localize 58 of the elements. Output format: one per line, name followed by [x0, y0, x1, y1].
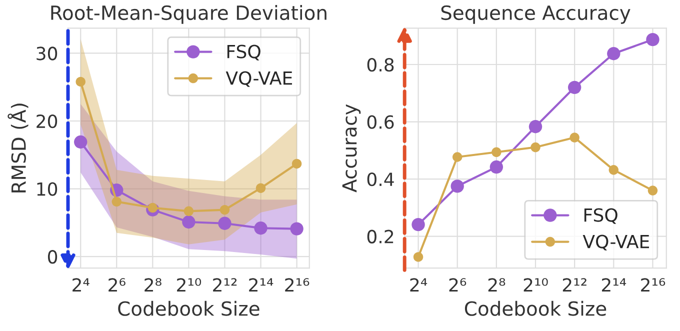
point — [452, 152, 462, 162]
point — [220, 204, 230, 215]
x-tick-label: 2⁸ — [488, 278, 506, 292]
point — [608, 165, 619, 175]
x-tick-label: 2⁴ — [410, 278, 428, 292]
y-tick-label: 0.6 — [367, 115, 394, 129]
legend-label: FSQ — [584, 208, 618, 224]
y-tick-label: 10 — [37, 182, 58, 196]
legend-label: FSQ — [227, 44, 260, 60]
point — [74, 135, 88, 149]
point — [292, 158, 302, 169]
chart-title: Sequence Accuracy — [441, 5, 630, 24]
x-tick-label: 2⁸ — [144, 278, 162, 292]
point — [568, 80, 582, 94]
x-tick-label: 2⁶ — [108, 278, 126, 292]
y-tick-label: 0.4 — [367, 172, 394, 186]
x-tick-label: 2¹² — [562, 278, 586, 292]
point — [256, 183, 266, 193]
y-tick-label: 20 — [36, 114, 58, 128]
x-axis-title: Codebook Size — [464, 300, 606, 316]
x-tick-label: 2⁴ — [72, 278, 90, 292]
x-tick-label: 2⁶ — [449, 278, 466, 292]
y-tick-label: 0.2 — [367, 230, 394, 244]
x-tick-label: 2¹⁶ — [641, 278, 666, 292]
point — [182, 215, 196, 229]
point — [570, 132, 580, 142]
point — [413, 252, 424, 262]
point — [528, 120, 542, 134]
y-tick-label: 30 — [36, 46, 58, 60]
point — [148, 202, 158, 213]
point — [76, 76, 86, 87]
x-tick-label: 2¹⁰ — [524, 278, 548, 292]
chart-title: Root-Mean-Square Deviation — [51, 5, 326, 24]
x-tick-label: 2¹⁰ — [177, 278, 202, 292]
y-tick-label: 0.8 — [367, 58, 394, 72]
point — [530, 142, 540, 152]
point — [254, 222, 268, 235]
point — [648, 186, 658, 196]
y-axis-title: RMSD (Å) — [8, 104, 28, 192]
y-tick-label: 0 — [48, 250, 58, 264]
x-tick-label: 2¹² — [213, 278, 237, 292]
point — [450, 180, 464, 193]
point — [492, 147, 502, 157]
x-tick-label: 2¹⁴ — [249, 278, 274, 292]
x-tick-label: 2¹⁶ — [285, 278, 310, 292]
point — [412, 218, 425, 232]
point — [112, 196, 122, 207]
legend-label: VQ-VAE — [582, 234, 649, 250]
point — [646, 32, 660, 46]
x-tick-label: 2¹⁴ — [602, 278, 626, 292]
y-axis-title: Accuracy — [342, 104, 361, 192]
x-axis-title: Codebook Size — [118, 300, 260, 316]
point — [184, 206, 194, 216]
point — [490, 160, 504, 174]
point — [290, 222, 304, 236]
point — [607, 47, 620, 60]
point — [218, 216, 232, 230]
legend-label: VQ-VAE — [226, 71, 292, 87]
